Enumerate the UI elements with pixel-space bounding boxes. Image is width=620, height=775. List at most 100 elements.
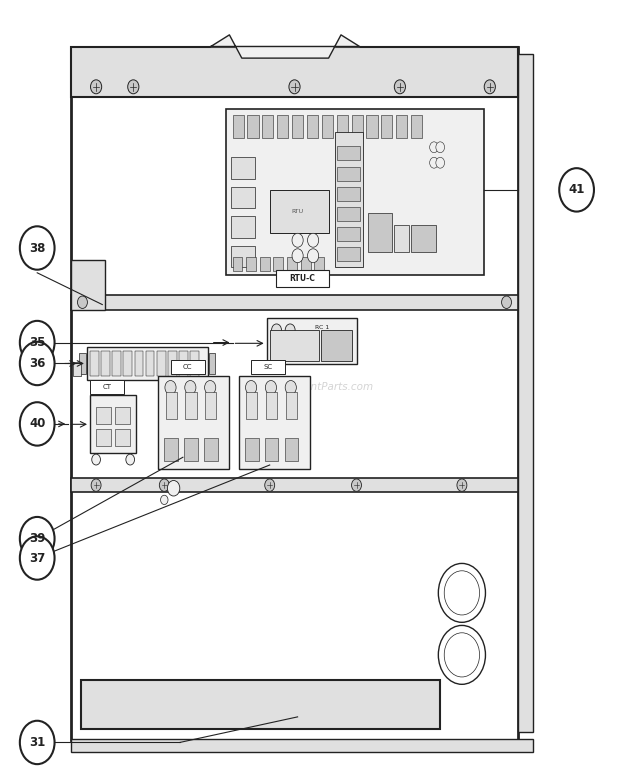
Bar — [266, 392, 277, 418]
Bar — [337, 146, 360, 160]
Bar — [158, 376, 229, 469]
Text: RTU: RTU — [291, 209, 304, 214]
Circle shape — [352, 479, 361, 491]
Circle shape — [161, 495, 168, 505]
Bar — [337, 247, 360, 261]
Bar — [352, 115, 363, 138]
Bar — [164, 438, 178, 461]
Bar — [209, 353, 215, 374]
Bar — [81, 680, 440, 728]
Bar — [232, 257, 242, 271]
Bar — [96, 407, 111, 424]
Bar — [337, 167, 360, 181]
Circle shape — [438, 625, 485, 684]
Circle shape — [272, 324, 281, 336]
Circle shape — [126, 454, 135, 465]
Bar — [337, 115, 348, 138]
Circle shape — [159, 479, 169, 491]
Bar — [301, 257, 311, 271]
Text: eReplacementParts.com: eReplacementParts.com — [246, 383, 374, 392]
Text: SC: SC — [264, 364, 273, 370]
Bar — [394, 225, 409, 252]
Bar — [112, 351, 121, 376]
Bar — [267, 318, 356, 364]
Bar — [366, 115, 378, 138]
Bar — [101, 351, 110, 376]
Bar — [73, 362, 81, 376]
Circle shape — [430, 142, 438, 153]
Bar — [90, 395, 136, 453]
Circle shape — [292, 233, 303, 247]
Circle shape — [265, 479, 275, 491]
Bar — [96, 429, 111, 446]
Circle shape — [92, 454, 100, 465]
Bar — [205, 392, 216, 418]
Text: 41: 41 — [569, 184, 585, 196]
Bar — [71, 46, 518, 97]
Bar — [231, 187, 255, 208]
Bar — [247, 115, 259, 138]
Bar — [411, 115, 422, 138]
Circle shape — [185, 381, 196, 394]
Circle shape — [430, 157, 438, 168]
Bar — [90, 351, 99, 376]
Circle shape — [444, 632, 480, 677]
Circle shape — [78, 296, 87, 308]
Bar — [368, 213, 392, 252]
Circle shape — [20, 721, 55, 764]
Circle shape — [205, 381, 216, 394]
Circle shape — [436, 157, 445, 168]
Circle shape — [20, 402, 55, 446]
Bar — [184, 438, 198, 461]
Circle shape — [246, 381, 257, 394]
Bar — [276, 270, 329, 287]
Circle shape — [285, 381, 296, 394]
Bar — [270, 330, 319, 361]
Circle shape — [436, 142, 445, 153]
Bar — [170, 360, 205, 374]
Circle shape — [265, 381, 277, 394]
Bar — [277, 115, 288, 138]
Circle shape — [167, 480, 180, 496]
Bar — [190, 351, 199, 376]
Circle shape — [308, 249, 319, 263]
Bar — [314, 257, 324, 271]
Bar — [115, 429, 130, 446]
Circle shape — [292, 249, 303, 263]
Bar — [265, 438, 278, 461]
Bar — [337, 187, 360, 201]
Text: CC: CC — [183, 364, 192, 370]
Circle shape — [128, 80, 139, 94]
Circle shape — [502, 296, 512, 308]
Bar — [337, 207, 360, 221]
Bar — [168, 351, 177, 376]
Bar — [335, 132, 363, 267]
Text: RC 1: RC 1 — [315, 325, 329, 329]
Bar — [270, 190, 329, 232]
Text: 37: 37 — [29, 552, 45, 564]
Bar — [246, 392, 257, 418]
Bar — [337, 227, 360, 241]
Bar — [239, 376, 310, 469]
Bar — [321, 330, 352, 361]
Text: 38: 38 — [29, 242, 45, 254]
Bar — [231, 246, 255, 267]
Bar — [231, 216, 255, 238]
Bar — [90, 380, 124, 394]
Polygon shape — [211, 35, 360, 58]
Circle shape — [484, 80, 495, 94]
Circle shape — [20, 226, 55, 270]
Bar — [411, 225, 436, 252]
Bar — [396, 115, 407, 138]
Circle shape — [20, 321, 55, 364]
Bar — [87, 347, 208, 380]
Text: 31: 31 — [29, 736, 45, 749]
Circle shape — [20, 536, 55, 580]
Circle shape — [394, 80, 405, 94]
Bar — [273, 257, 283, 271]
Bar — [79, 353, 86, 374]
Bar — [226, 109, 484, 275]
Text: CT: CT — [102, 384, 112, 390]
Bar — [157, 351, 166, 376]
Circle shape — [165, 381, 176, 394]
